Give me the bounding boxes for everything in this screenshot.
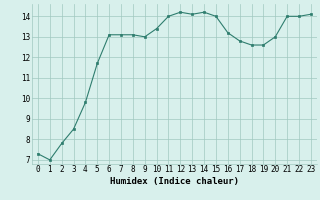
X-axis label: Humidex (Indice chaleur): Humidex (Indice chaleur) xyxy=(110,177,239,186)
